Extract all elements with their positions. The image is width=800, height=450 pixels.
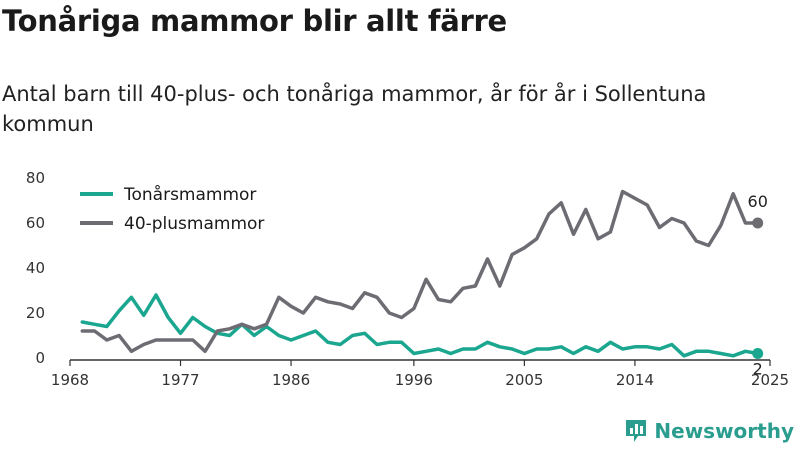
x-tick-label: 1968 (51, 371, 89, 389)
legend-label: 40-plusmammor (124, 214, 264, 234)
y-tick-label: 20 (26, 304, 45, 322)
y-tick-label: 0 (35, 349, 45, 367)
chart-title: Tonåriga mammor blir allt färre (2, 4, 507, 38)
x-tick-label: 1977 (161, 371, 199, 389)
series-end-label: 60 (748, 192, 768, 211)
chart-subtitle: Antal barn till 40-plus- och tonåriga ma… (2, 82, 707, 136)
x-tick-label: 2025 (751, 371, 789, 389)
legend-label: Tonårsmammor (123, 184, 256, 205)
bar-chart-logo-icon (626, 420, 647, 442)
series-line-tonarsmammor (80, 293, 760, 358)
x-tick-label: 1986 (272, 371, 310, 389)
series-end-label: 2 (753, 360, 763, 379)
y-tick-label: 40 (26, 259, 45, 277)
series-end-point (752, 217, 764, 229)
x-tick-label: 1996 (395, 371, 433, 389)
x-tick-label: 2014 (616, 371, 654, 389)
y-tick-label: 60 (26, 214, 45, 232)
brand-logo: Newsworthy (624, 418, 794, 444)
series-line-40-plusmammor (80, 189, 760, 354)
series-end-point (752, 348, 764, 359)
y-tick-label: 80 (26, 169, 45, 187)
brand-name: Newsworthy (654, 419, 794, 443)
x-tick-label: 2005 (505, 371, 543, 389)
